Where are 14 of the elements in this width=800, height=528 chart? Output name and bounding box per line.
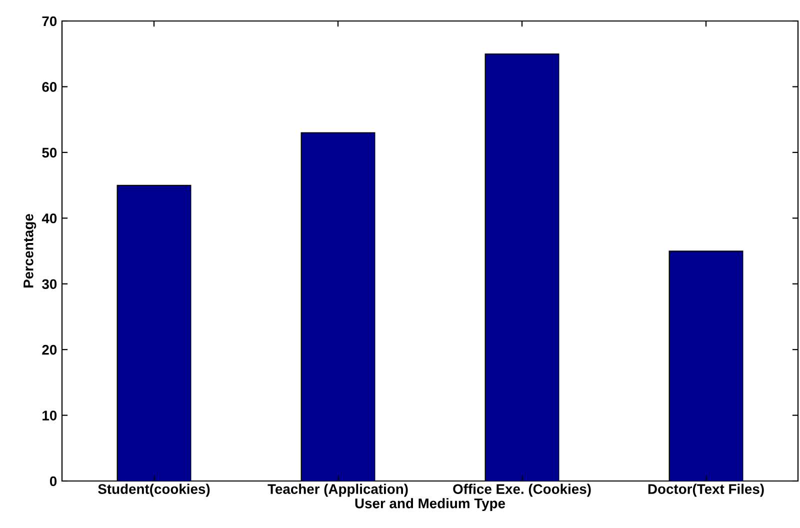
y-tick-label: 70 xyxy=(42,16,57,26)
x-tick-label: Doctor(Text Files) xyxy=(648,484,764,497)
x-tick-label: Teacher (Application) xyxy=(268,484,408,497)
y-tick-label: 30 xyxy=(42,279,57,290)
y-tick-label: 40 xyxy=(42,213,57,224)
y-tick-label: 10 xyxy=(42,410,57,420)
x-tick-label: Office Exe. (Cookies) xyxy=(453,484,591,497)
y-tick-label: 0 xyxy=(50,476,57,486)
y-axis-title: Percentage xyxy=(24,214,36,288)
y-tick-label: 20 xyxy=(42,344,57,355)
y-tick-label: 60 xyxy=(42,82,57,92)
x-axis-title: User and Medium Type xyxy=(355,498,506,512)
x-tick-label: Student(cookies) xyxy=(98,484,210,497)
y-tick-label: 50 xyxy=(42,148,57,158)
